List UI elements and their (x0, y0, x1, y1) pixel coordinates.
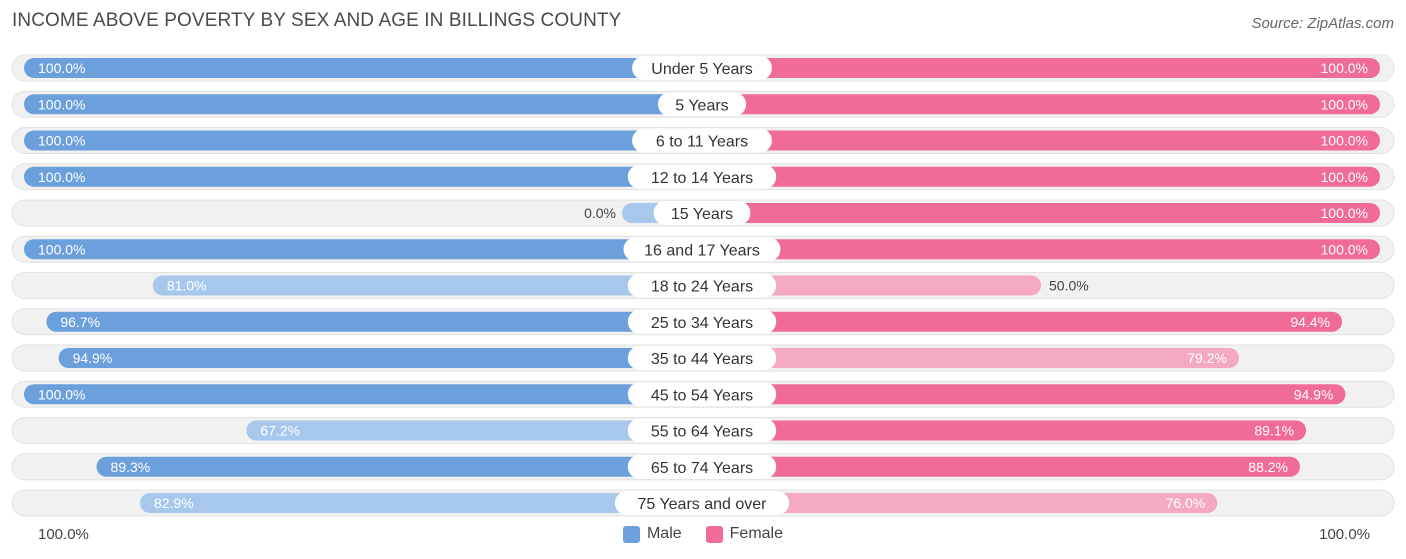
category-pill (627, 382, 777, 407)
category-pill (614, 491, 790, 515)
male-value-label: 96.7% (60, 314, 100, 330)
male-bar (246, 420, 702, 441)
female-bar (702, 203, 1380, 223)
male-value-label: 100.0% (38, 386, 85, 402)
male-value-label: 100.0% (38, 96, 85, 112)
category-label: Under 5 Years (651, 61, 752, 78)
male-value-label: 89.3% (111, 459, 151, 475)
category-pill (632, 128, 772, 153)
legend-swatch-female (705, 525, 723, 543)
female-bar (702, 239, 1380, 260)
male-value-label: 82.9% (154, 495, 194, 511)
category-label: 5 Years (675, 97, 728, 114)
female-bar (702, 493, 1218, 513)
male-bar (24, 166, 702, 187)
female-bar (702, 275, 1041, 296)
male-value-label: 67.2% (260, 423, 300, 439)
category-label: 12 to 14 Years (651, 170, 753, 187)
male-bar (24, 130, 702, 151)
male-value-label: 100.0% (38, 241, 85, 257)
category-label: 25 to 34 Years (651, 315, 753, 332)
male-bar (58, 348, 702, 368)
female-value-label: 100.0% (1321, 169, 1368, 185)
female-value-label: 88.2% (1248, 459, 1288, 475)
female-value-label: 100.0% (1321, 96, 1368, 112)
female-bar (702, 94, 1380, 115)
female-bar (702, 58, 1380, 78)
male-bar (46, 311, 702, 332)
category-label: 15 Years (671, 206, 733, 223)
male-bar (24, 58, 702, 78)
legend-swatch-male (622, 525, 640, 543)
female-value-label: 76.0% (1166, 495, 1206, 511)
category-label: 6 to 11 Years (656, 134, 748, 151)
category-pill (627, 164, 777, 189)
chart-title: INCOME ABOVE POVERTY BY SEX AND AGE IN B… (12, 10, 622, 31)
female-value-label: 100.0% (1321, 205, 1368, 221)
legend-label-female: Female (729, 525, 784, 542)
female-bar (702, 384, 1346, 405)
male-value-label: 100.0% (38, 169, 85, 185)
legend: Male Female (0, 525, 1406, 543)
legend-item-female[interactable]: Female (705, 525, 784, 543)
female-bar (702, 420, 1307, 441)
axis-left-label: 100.0% (38, 526, 89, 543)
category-pill (623, 237, 781, 262)
category-pill (653, 201, 751, 225)
female-value-label: 50.0% (1049, 278, 1089, 294)
female-bar (702, 166, 1380, 187)
legend-label-male: Male (646, 525, 682, 542)
male-bar (139, 493, 703, 513)
category-label: 55 to 64 Years (651, 424, 753, 441)
female-bar (702, 348, 1239, 368)
male-value-label: 94.9% (73, 350, 113, 366)
female-value-label: 100.0% (1321, 241, 1368, 257)
male-bar (152, 275, 702, 296)
category-pill (627, 346, 777, 370)
category-label: 16 and 17 Years (644, 242, 760, 259)
female-value-label: 100.0% (1321, 133, 1368, 149)
male-bar (24, 239, 702, 260)
female-value-label: 94.9% (1294, 386, 1334, 402)
male-value-label: 81.0% (167, 278, 207, 294)
category-label: 75 Years and over (638, 496, 768, 513)
female-value-label: 100.0% (1321, 60, 1368, 76)
female-value-label: 89.1% (1254, 423, 1294, 439)
female-value-label: 79.2% (1187, 350, 1227, 366)
category-label: 65 to 74 Years (651, 460, 753, 477)
male-value-label: 0.0% (584, 205, 616, 221)
axis-right-label: 100.0% (1319, 526, 1370, 543)
category-label: 35 to 44 Years (651, 351, 753, 368)
male-value-label: 100.0% (38, 133, 85, 149)
female-value-label: 94.4% (1290, 314, 1330, 330)
male-bar (24, 384, 702, 405)
category-pill (627, 273, 777, 298)
source-note: Source: ZipAtlas.com (1251, 15, 1394, 32)
male-bar (96, 456, 702, 477)
legend-item-male[interactable]: Male (622, 525, 682, 543)
category-pill (627, 418, 777, 443)
category-pill (632, 56, 772, 80)
category-pill (627, 309, 777, 334)
male-value-label: 100.0% (38, 60, 85, 76)
category-pill (627, 454, 777, 479)
category-label: 45 to 54 Years (651, 387, 753, 404)
female-bar (702, 311, 1343, 332)
female-bar (702, 456, 1300, 477)
male-bar (24, 94, 702, 115)
category-label: 18 to 24 Years (651, 279, 753, 296)
category-pill (657, 92, 747, 117)
female-bar (702, 130, 1380, 151)
